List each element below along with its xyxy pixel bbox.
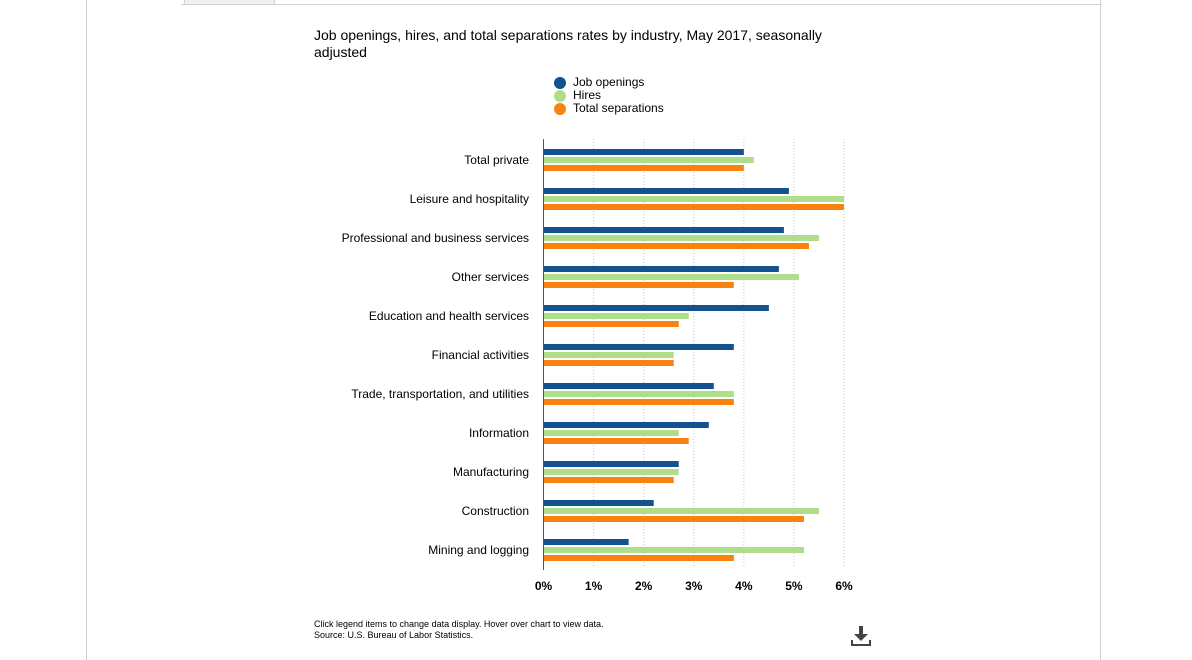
download-icon — [851, 626, 871, 646]
category-label: Total private — [464, 153, 529, 167]
legend-swatch-total-separations — [554, 102, 566, 115]
bar[interactable] — [543, 321, 679, 327]
bar[interactable] — [543, 274, 799, 280]
bar[interactable] — [543, 227, 784, 233]
bar[interactable] — [543, 438, 689, 444]
bar[interactable] — [543, 422, 709, 428]
category-label: Professional and business services — [342, 231, 529, 245]
bar[interactable] — [543, 399, 734, 405]
bar[interactable] — [543, 539, 629, 545]
tab-stub[interactable] — [184, 0, 275, 5]
bar[interactable] — [543, 188, 789, 194]
legend: Job openings Hires Total separations — [554, 76, 664, 115]
bar[interactable] — [543, 391, 734, 397]
x-tick-label: 0% — [535, 579, 553, 593]
chart-frame — [86, 0, 1101, 660]
bar[interactable] — [543, 204, 845, 210]
category-label: Manufacturing — [453, 465, 529, 479]
chart-notes: Click legend items to change data displa… — [314, 619, 603, 641]
bar[interactable] — [543, 157, 754, 163]
category-label: Construction — [462, 504, 529, 518]
legend-swatch-hires — [554, 89, 566, 102]
bar[interactable] — [543, 235, 819, 241]
bar[interactable] — [543, 500, 654, 506]
bar[interactable] — [543, 547, 804, 553]
legend-item-hires[interactable]: Hires — [554, 89, 664, 102]
category-label: Trade, transportation, and utilities — [351, 387, 529, 401]
top-divider — [181, 4, 1102, 5]
category-label: Information — [469, 426, 529, 440]
x-tick-label: 2% — [635, 579, 653, 593]
bar[interactable] — [543, 266, 779, 272]
category-label: Other services — [452, 270, 529, 284]
legend-label-job-openings: Job openings — [573, 75, 645, 89]
bar[interactable] — [543, 461, 679, 467]
legend-label-total-separations: Total separations — [573, 101, 664, 115]
category-label: Financial activities — [432, 348, 529, 362]
x-tick-label: 4% — [735, 579, 753, 593]
bar[interactable] — [543, 469, 679, 475]
legend-swatch-job-openings — [554, 76, 566, 89]
legend-label-hires: Hires — [573, 88, 602, 102]
bar[interactable] — [543, 508, 819, 514]
legend-item-job-openings[interactable]: Job openings — [554, 76, 664, 89]
download-button[interactable] — [849, 624, 873, 648]
x-tick-label: 1% — [585, 579, 603, 593]
bar[interactable] — [543, 149, 744, 155]
bar[interactable] — [543, 360, 674, 366]
bar[interactable] — [543, 282, 734, 288]
bar[interactable] — [543, 516, 804, 522]
category-label: Education and health services — [369, 309, 529, 323]
bar[interactable] — [543, 430, 679, 436]
legend-item-total-separations[interactable]: Total separations — [554, 102, 664, 115]
bar[interactable] — [543, 352, 674, 358]
bar[interactable] — [543, 477, 674, 483]
bar[interactable] — [543, 313, 689, 319]
bar[interactable] — [543, 555, 734, 561]
category-label: Leisure and hospitality — [410, 192, 529, 206]
chart-source: Source: U.S. Bureau of Labor Statistics. — [314, 630, 474, 640]
bar[interactable] — [543, 243, 809, 249]
x-tick-label: 6% — [835, 579, 853, 593]
bar[interactable] — [543, 383, 714, 389]
chart-title: Job openings, hires, and total separatio… — [314, 27, 822, 60]
x-tick-label: 5% — [785, 579, 803, 593]
bar[interactable] — [543, 305, 769, 311]
bar[interactable] — [543, 196, 845, 202]
x-tick-label: 3% — [685, 579, 703, 593]
category-label: Mining and logging — [428, 543, 529, 557]
bar[interactable] — [543, 344, 734, 350]
bar[interactable] — [543, 165, 744, 171]
chart-note: Click legend items to change data displa… — [314, 619, 604, 629]
